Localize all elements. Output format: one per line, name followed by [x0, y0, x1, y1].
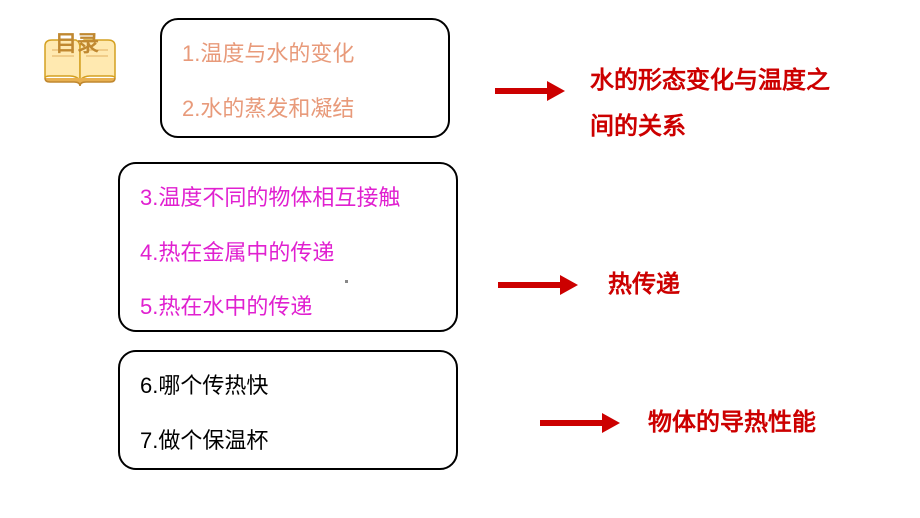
summary-text-2: 热传递 — [608, 262, 680, 308]
toc-item: 3.温度不同的物体相互接触 — [140, 184, 436, 213]
center-dot-icon — [345, 280, 348, 283]
toc-group-2: 3.温度不同的物体相互接触 4.热在金属中的传递 5.热在水中的传递 — [118, 162, 458, 332]
arrow-icon — [498, 278, 578, 292]
toc-group-3: 6.哪个传热快 7.做个保温杯 — [118, 350, 458, 470]
toc-item: 6.哪个传热快 — [140, 372, 436, 401]
toc-group-1: 1.温度与水的变化 2.水的蒸发和凝结 — [160, 18, 450, 138]
arrow-icon — [495, 84, 565, 98]
summary-text-3: 物体的导热性能 — [648, 400, 816, 446]
toc-item: 7.做个保温杯 — [140, 427, 436, 456]
toc-item: 1.温度与水的变化 — [182, 40, 428, 69]
toc-item: 2.水的蒸发和凝结 — [182, 95, 428, 124]
summary-text-1: 水的形态变化与温度之间的关系 — [590, 58, 850, 149]
toc-item: 4.热在金属中的传递 — [140, 239, 436, 268]
header-label: 目录 — [55, 26, 99, 58]
arrow-icon — [540, 416, 620, 430]
toc-item: 5.热在水中的传递 — [140, 293, 436, 322]
